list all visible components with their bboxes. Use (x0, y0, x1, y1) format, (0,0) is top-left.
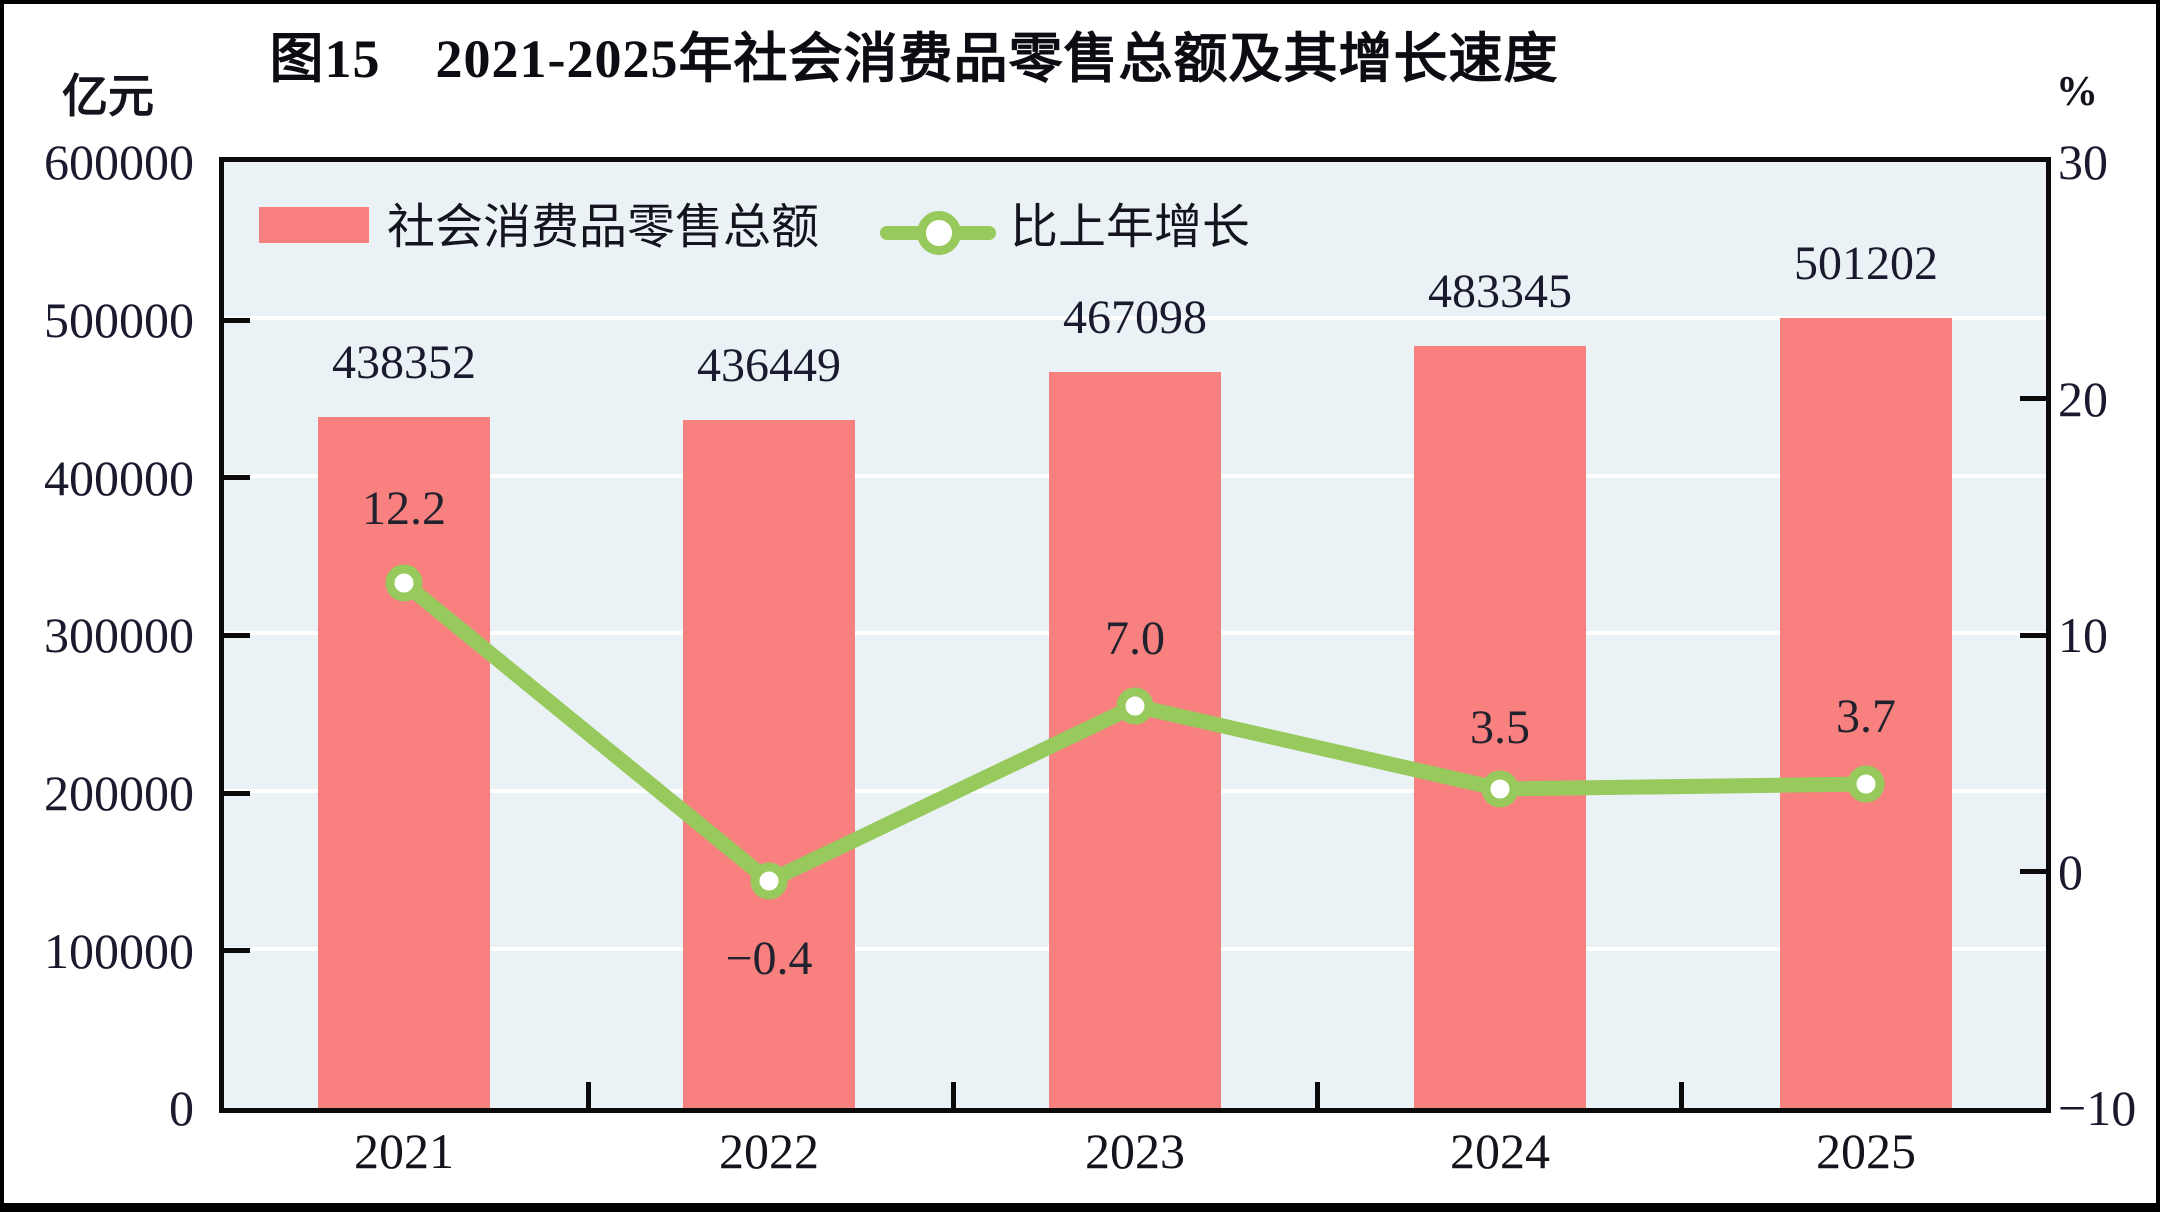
right-axis-label-30: 30 (2058, 134, 2108, 190)
growth-value-label-2023: 7.0 (1105, 612, 1165, 665)
right-axis-label-0: 0 (2058, 844, 2083, 900)
x-tick-1 (586, 1082, 591, 1108)
left-tick-100000 (224, 948, 250, 953)
growth-value-label-2022: −0.4 (725, 932, 813, 985)
x-axis-label-2021: 2021 (354, 1123, 454, 1179)
bar-value-label-2025: 501202 (1794, 237, 1938, 290)
bar-2023 (1049, 372, 1221, 1108)
left-axis-label-500000: 500000 (44, 292, 194, 348)
x-tick-2 (951, 1082, 956, 1108)
right-tick-10 (2020, 633, 2046, 638)
x-axis-label-2022: 2022 (719, 1123, 819, 1179)
left-tick-200000 (224, 791, 250, 796)
x-tick-3 (1315, 1082, 1320, 1108)
left-axis-unit: 亿元 (62, 70, 154, 122)
right-axis-label-20: 20 (2058, 371, 2108, 427)
bar-value-label-2022: 436449 (697, 339, 841, 392)
x-axis-label-2024: 2024 (1450, 1123, 1550, 1179)
bar-value-label-2021: 438352 (332, 336, 476, 389)
right-tick-0 (2020, 869, 2046, 874)
legend-line-label: 比上年增长 (1010, 201, 1251, 254)
right-tick-20 (2020, 396, 2046, 401)
chart-title: 图15 2021-2025年社会消费品零售总额及其增长速度 (269, 29, 1559, 89)
legend-bar-label: 社会消费品零售总额 (387, 201, 820, 254)
left-axis-label-0: 0 (169, 1080, 194, 1136)
gridline-500000 (224, 316, 2046, 320)
left-axis-label-100000: 100000 (44, 923, 194, 979)
bar-2022 (683, 420, 855, 1108)
right-axis-label-n10: −10 (2058, 1080, 2137, 1136)
left-axis-label-300000: 300000 (44, 607, 194, 663)
growth-value-label-2021: 12.2 (362, 482, 446, 535)
growth-value-label-2024: 3.5 (1470, 701, 1530, 754)
left-tick-300000 (224, 633, 250, 638)
left-tick-500000 (224, 318, 250, 323)
left-axis-label-600000: 600000 (44, 134, 194, 190)
bar-value-label-2024: 483345 (1428, 265, 1572, 318)
x-tick-4 (1679, 1082, 1684, 1108)
right-axis-label-10: 10 (2058, 607, 2108, 663)
left-tick-400000 (224, 475, 250, 480)
x-axis-label-2023: 2023 (1085, 1123, 1185, 1179)
left-axis-label-400000: 400000 (44, 450, 194, 506)
legend-bar-swatch (259, 207, 369, 243)
right-axis-unit: % (2056, 69, 2098, 115)
bar-value-label-2023: 467098 (1063, 291, 1207, 344)
x-axis-label-2025: 2025 (1816, 1123, 1916, 1179)
left-axis-label-200000: 200000 (44, 765, 194, 821)
legend-line-marker-icon (917, 211, 961, 255)
growth-value-label-2025: 3.7 (1836, 690, 1896, 743)
